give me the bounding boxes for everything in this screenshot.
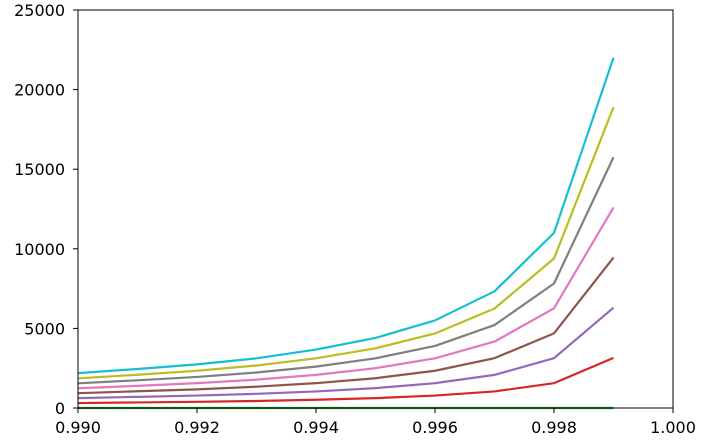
series-line-3 xyxy=(77,306,615,400)
x-tick-label: 0.992 xyxy=(174,418,220,437)
x-tick-label: 0.998 xyxy=(531,418,577,437)
y-tick-label: 20000 xyxy=(14,81,65,100)
y-tick-label: 5000 xyxy=(24,319,65,338)
y-axis: 0 5000 10000 15000 20000 25000 xyxy=(14,1,78,418)
series-line-4 xyxy=(77,256,615,395)
x-tick-label: 0.994 xyxy=(293,418,339,437)
series-line-8 xyxy=(77,57,615,375)
series-line-5 xyxy=(77,206,615,390)
plot-frame xyxy=(77,9,674,409)
series-line-2 xyxy=(77,356,614,405)
series-layer xyxy=(77,57,615,410)
x-axis: 0.990 0.992 0.994 0.996 0.998 1.000 xyxy=(55,408,696,437)
x-tick-label: 0.996 xyxy=(412,418,458,437)
y-tick-label: 25000 xyxy=(14,1,65,20)
y-tick-label: 10000 xyxy=(14,240,65,259)
x-tick-label: 0.990 xyxy=(55,418,101,437)
x-tick-label: 1.000 xyxy=(650,418,696,437)
y-tick-label: 0 xyxy=(55,399,65,418)
series-line-7 xyxy=(77,106,615,380)
series-line-6 xyxy=(77,156,615,385)
y-tick-label: 15000 xyxy=(14,160,65,179)
